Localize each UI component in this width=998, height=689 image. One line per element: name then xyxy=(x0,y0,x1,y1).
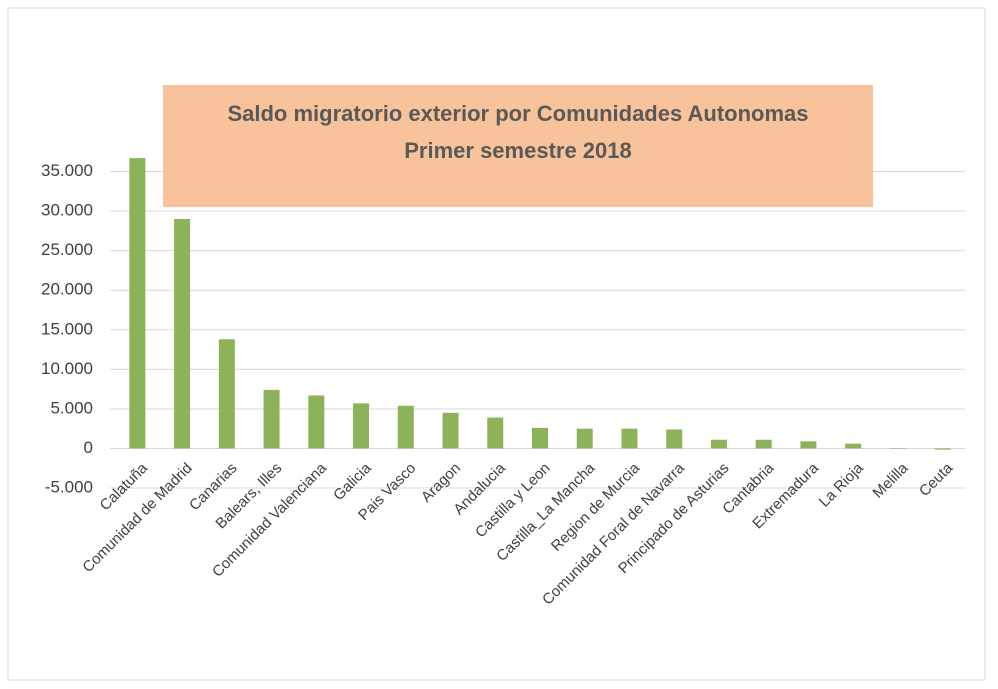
bar xyxy=(621,428,638,449)
bar xyxy=(532,427,548,449)
bar xyxy=(263,389,280,449)
bar xyxy=(442,412,459,449)
bar xyxy=(845,443,862,449)
y-tick-label: 20.000 xyxy=(41,280,93,299)
bar xyxy=(218,339,235,449)
bar xyxy=(666,429,683,449)
y-tick-label: 35.000 xyxy=(41,161,93,180)
chart-title: Saldo migratorio exterior por Comunidade… xyxy=(227,101,808,126)
chart-subtitle: Primer semestre 2018 xyxy=(404,138,632,163)
y-tick-label: 30.000 xyxy=(41,201,93,220)
y-tick-label: -5.000 xyxy=(45,477,93,496)
bar xyxy=(889,448,906,449)
y-tick-label: 0 xyxy=(84,438,93,457)
bar xyxy=(710,439,727,449)
bar xyxy=(397,405,414,449)
title-box xyxy=(163,85,873,207)
bar xyxy=(308,395,325,449)
bar xyxy=(800,441,817,449)
bar xyxy=(129,158,146,449)
bar xyxy=(174,219,191,449)
y-tick-label: 25.000 xyxy=(41,240,93,259)
y-tick-label: 10.000 xyxy=(41,359,93,378)
y-tick-label: 15.000 xyxy=(41,319,93,338)
bar xyxy=(487,417,504,449)
bar xyxy=(755,439,772,449)
bar xyxy=(353,403,370,449)
bar xyxy=(934,448,951,450)
y-tick-label: 5.000 xyxy=(50,398,93,417)
bar xyxy=(576,428,593,449)
